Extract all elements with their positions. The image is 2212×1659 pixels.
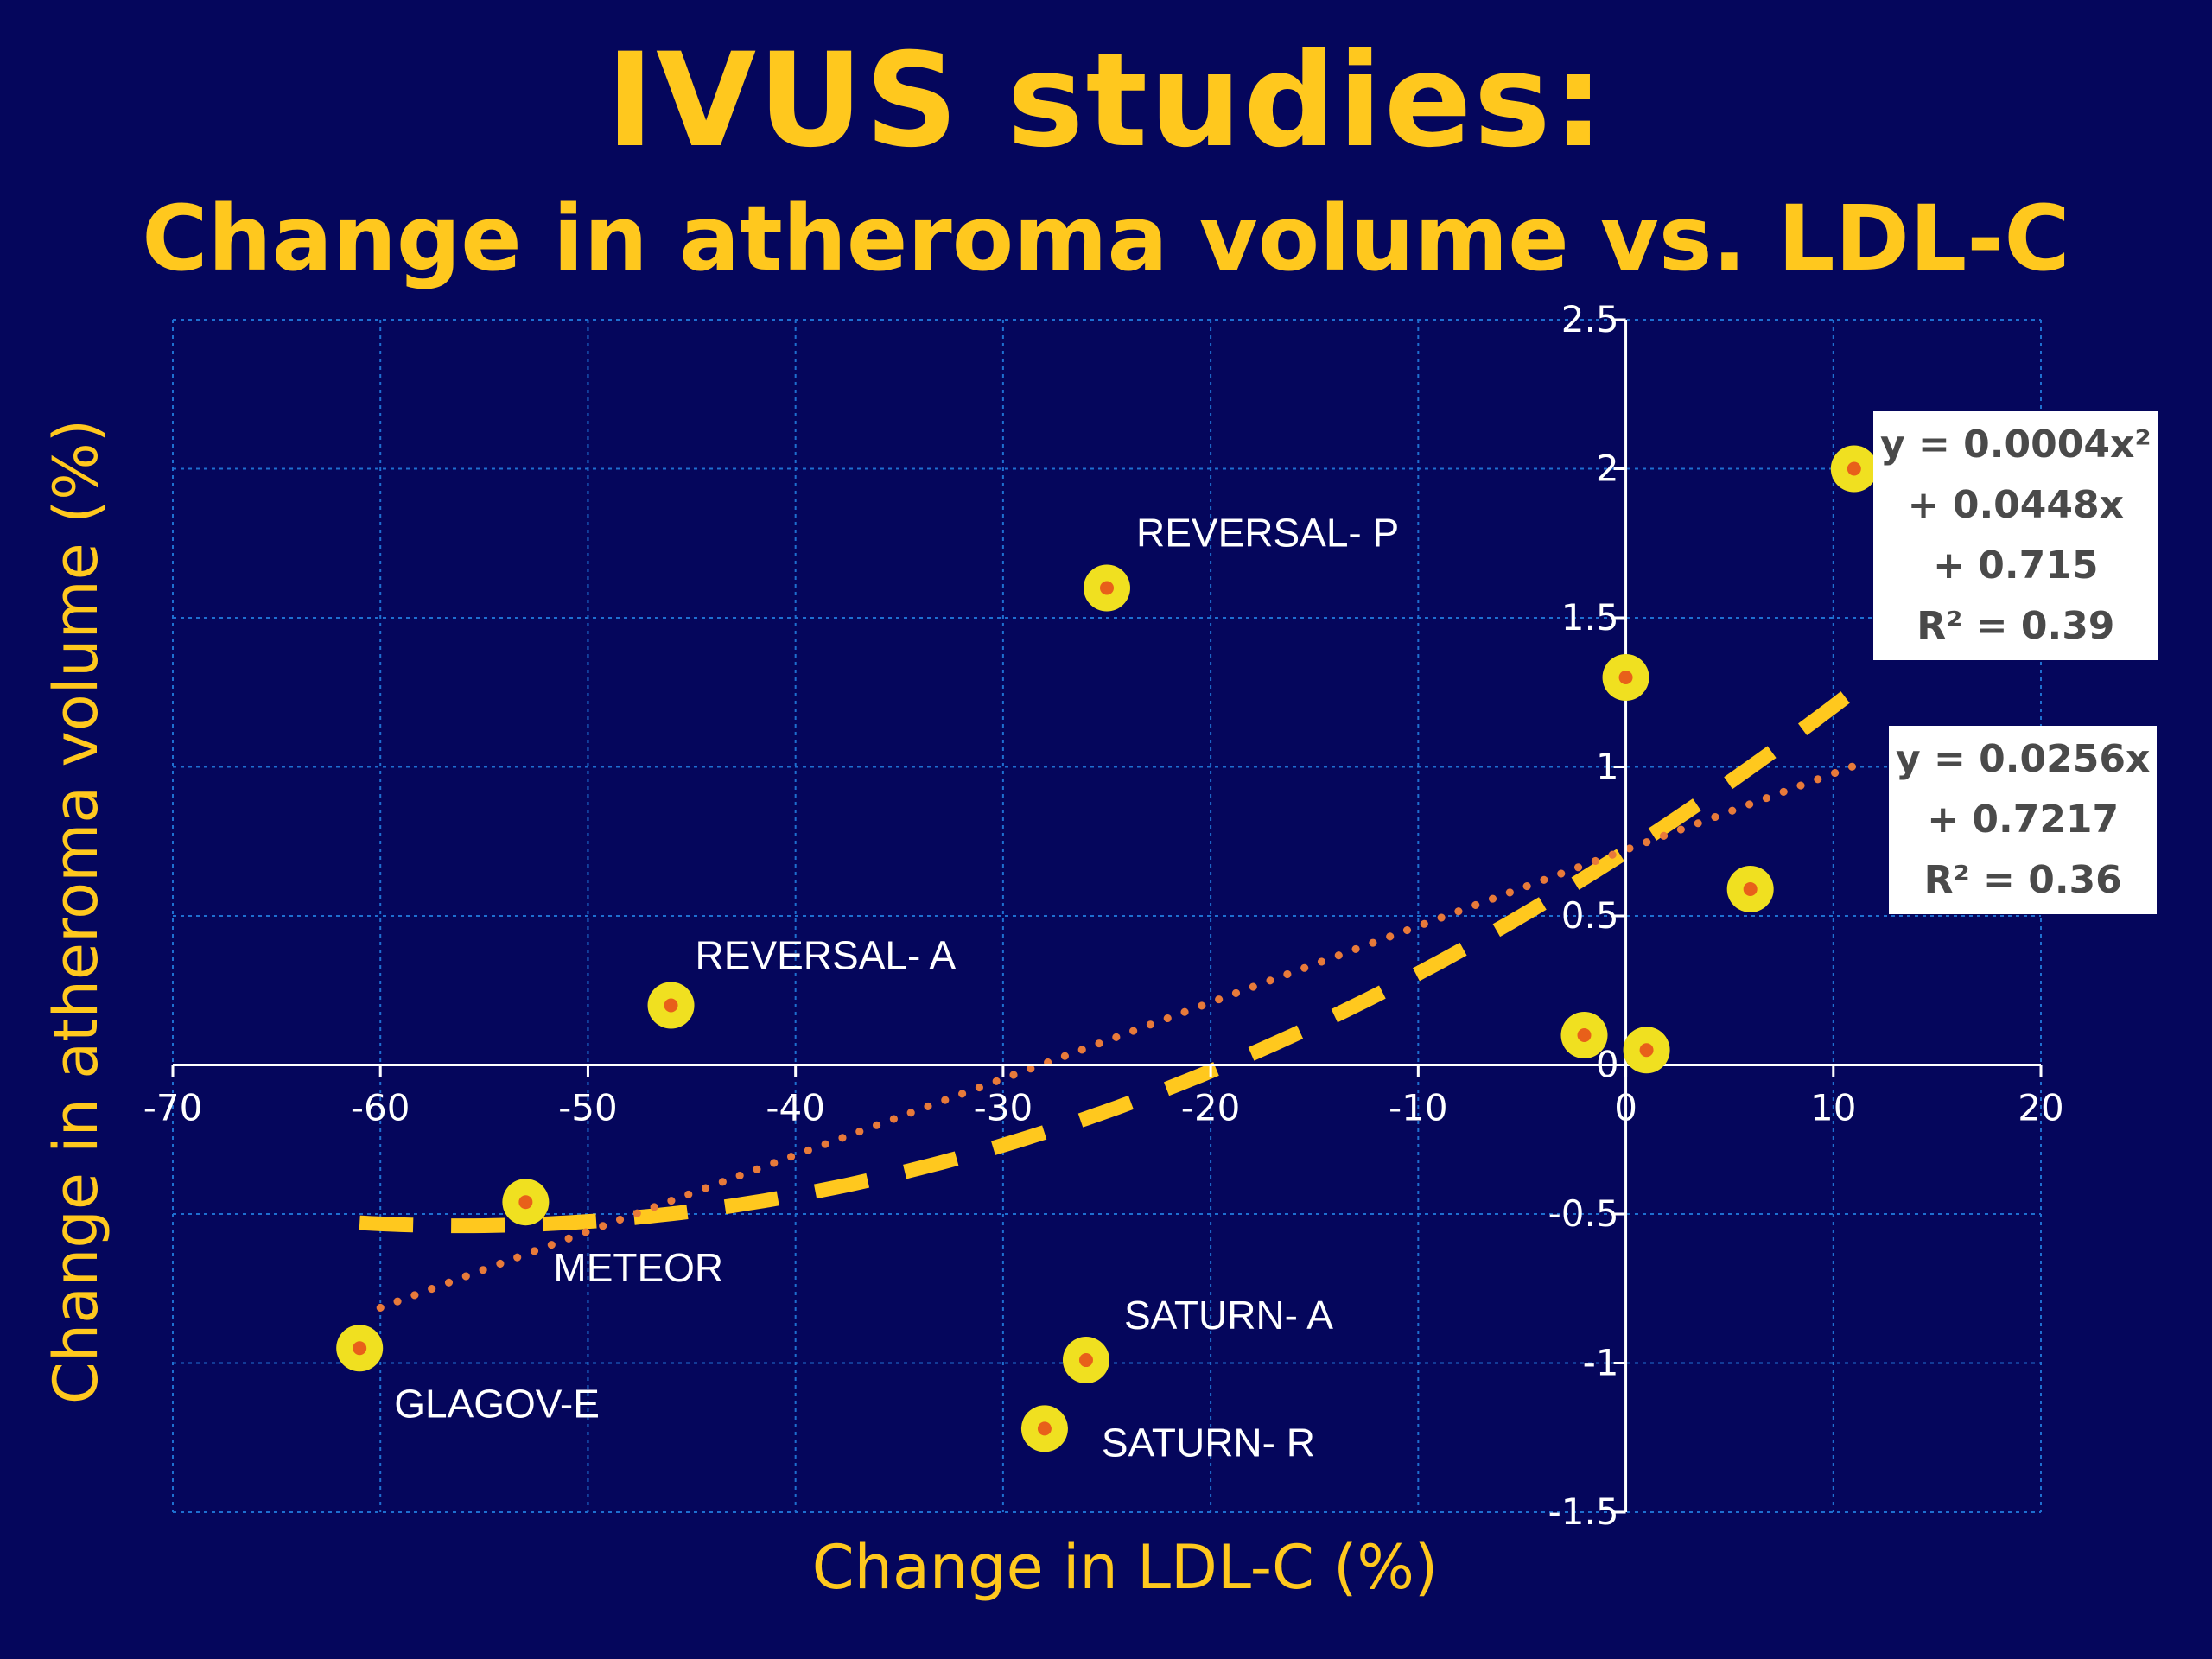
point-label: SATURN- R [1102, 1420, 1315, 1465]
data-point-center [1037, 1421, 1052, 1436]
y-tick-label: 1.5 [1561, 596, 1619, 639]
data-point-center [518, 1195, 533, 1210]
equation-line: + 0.715 [1933, 543, 2099, 588]
x-tick-label: 10 [1810, 1087, 1856, 1129]
y-tick-label: -1 [1583, 1342, 1619, 1384]
equation-line: + 0.7217 [1927, 798, 2120, 842]
slide-subtitle: Change in atheroma volume vs. LDL-C [142, 186, 2070, 291]
slide-title: IVUS studies: [606, 26, 1606, 176]
x-tick-label: -50 [558, 1087, 618, 1129]
point-label: GLAGOV-E [394, 1381, 600, 1426]
linear-equation-box: y = 0.0256x + 0.7217 R² = 0.36 [1889, 726, 2158, 914]
polynomial-equation-box: y = 0.0004x² + 0.0448x + 0.715 R² = 0.39 [1873, 411, 2158, 660]
data-point-center [1078, 1353, 1093, 1368]
point-labels: GLAGOV-E METEOR REVERSAL- A REVERSAL- P SATU… [394, 511, 1399, 1465]
data-point-center [1743, 881, 1758, 896]
y-tick-label: 1 [1596, 746, 1619, 788]
data-point-center [1100, 581, 1114, 595]
point-label: REVERSAL- P [1136, 511, 1399, 556]
y-axis-label: Change in atheroma volume (%) [41, 419, 111, 1404]
polynomial-trendline [359, 684, 1859, 1234]
x-tick-label: -30 [974, 1087, 1033, 1129]
point-label: METEOR [553, 1245, 723, 1290]
y-tick-label: -1.5 [1548, 1491, 1619, 1533]
x-axis-label: Change in LDL-C (%) [812, 1532, 1439, 1603]
data-point-center [1847, 461, 1861, 476]
data-point-center [1639, 1043, 1654, 1058]
equation-line: y = 0.0256x [1896, 737, 2151, 781]
x-tick-label: -20 [1181, 1087, 1241, 1129]
x-tick-label: 20 [2018, 1087, 2063, 1129]
y-tick-label: 2 [1596, 448, 1619, 490]
x-tick-label: -60 [351, 1087, 410, 1129]
trendlines [359, 684, 1859, 1312]
x-tick-label: 0 [1614, 1087, 1637, 1129]
linear-trendline [376, 761, 1859, 1312]
x-tick-label: -10 [1389, 1087, 1448, 1129]
y-tick-label: 0.5 [1561, 894, 1619, 937]
tick-labels: -70 -60 -50 -40 -30 -20 -10 0 10 20-1.5-1-0.500.5… [143, 298, 2064, 1533]
data-point-center [353, 1341, 367, 1356]
data-point-center [664, 998, 678, 1013]
data-point-center [1618, 671, 1633, 684]
x-tick-label: -40 [766, 1087, 825, 1129]
point-label: REVERSAL- A [696, 933, 957, 978]
data-point-center [1577, 1028, 1592, 1042]
y-tick-label: -0.5 [1548, 1192, 1619, 1235]
equation-line: R² = 0.39 [1916, 604, 2115, 648]
equation-line: R² = 0.36 [1923, 858, 2122, 902]
chart-axes [171, 318, 2043, 1514]
y-tick-label: 2.5 [1561, 298, 1619, 340]
equation-line: y = 0.0004x² [1880, 423, 2152, 467]
data-points [336, 445, 1878, 1452]
chart-grid [172, 319, 2042, 1513]
x-tick-label: -70 [143, 1087, 203, 1129]
point-label: SATURN- A [1124, 1293, 1333, 1338]
equation-line: + 0.0448x [1907, 483, 2124, 527]
